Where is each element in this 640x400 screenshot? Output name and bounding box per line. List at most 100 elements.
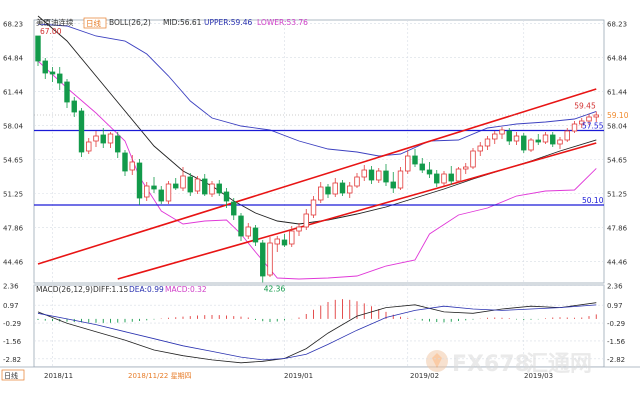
- candle-body: [202, 178, 208, 195]
- candle: [535, 134, 541, 145]
- footer-period-label: 日线: [4, 371, 18, 380]
- candle: [115, 132, 121, 158]
- candle: [129, 155, 135, 175]
- candle-body: [209, 183, 215, 195]
- candle-body: [173, 183, 179, 189]
- candle: [339, 180, 346, 196]
- macd-tick-label-left: 0.97: [3, 302, 19, 310]
- candle-body: [499, 129, 505, 135]
- candle: [593, 111, 599, 122]
- macd-tick-label-left: 2.36: [3, 283, 19, 291]
- candle-body: [281, 239, 288, 246]
- candle-body: [528, 139, 534, 151]
- candle: [528, 138, 534, 152]
- candle: [158, 186, 164, 204]
- macd-tick-label-right: -1.56: [607, 338, 626, 346]
- candle: [550, 132, 556, 147]
- candle: [281, 234, 288, 247]
- candle-body: [361, 169, 367, 178]
- candle: [252, 225, 259, 246]
- period-badge[interactable]: [83, 17, 107, 29]
- candle-body: [579, 120, 585, 125]
- candle: [383, 164, 389, 186]
- candle-body: [151, 185, 157, 190]
- candle-body: [347, 185, 353, 194]
- instrument-name: 美原油连续: [36, 17, 74, 27]
- candle: [484, 136, 491, 150]
- macd-indicator-label: MACD(26,12,9): [36, 285, 93, 294]
- candle: [86, 138, 92, 154]
- candle: [521, 133, 527, 153]
- channel-upper-line: [37, 88, 597, 265]
- candle-body: [303, 213, 309, 228]
- candle: [579, 118, 585, 128]
- candle-body: [100, 134, 106, 144]
- candle-body: [448, 173, 454, 182]
- candle: [144, 182, 150, 201]
- date-label: 2019/02: [410, 372, 439, 380]
- candle: [223, 188, 230, 208]
- price-tick-label-right: 64.84: [607, 55, 628, 63]
- price-header: 美原油连续 日线 BOLL(26,2) MID:56.61 UPPER:59.4…: [36, 17, 308, 29]
- candle: [586, 114, 592, 125]
- candle-body: [557, 139, 563, 145]
- candle-body: [455, 168, 462, 182]
- candle-body: [383, 170, 389, 183]
- candle-body: [542, 134, 549, 143]
- boll-mid-value: MID:56.61: [163, 18, 202, 27]
- footer-period-badge[interactable]: [1, 369, 25, 381]
- price-tick-label-right: 54.65: [607, 157, 627, 165]
- candle-body: [238, 215, 244, 237]
- candle: [274, 236, 280, 252]
- candle-body: [93, 135, 99, 142]
- watermark-brand: FX678: [452, 352, 530, 377]
- candle-body: [115, 135, 121, 153]
- candle-body: [332, 182, 338, 195]
- date-label: 2018/11: [44, 372, 73, 380]
- candle-body: [144, 185, 150, 198]
- candle-body: [318, 186, 324, 201]
- candle: [78, 108, 85, 157]
- candle: [376, 168, 382, 183]
- candle-body: [535, 139, 541, 143]
- candle: [441, 171, 447, 186]
- candle: [49, 67, 56, 82]
- candle: [412, 149, 418, 167]
- candle: [492, 131, 498, 144]
- cursor-date-label: 2018/11/22 星期四: [128, 372, 192, 380]
- candle: [463, 163, 469, 174]
- candle: [202, 174, 208, 196]
- date-axis: 日线 2018/11 2018/11/22 星期四 2019/01 2019/0…: [1, 369, 553, 381]
- candle-body: [252, 227, 259, 243]
- candle: [238, 213, 244, 241]
- candle: [354, 173, 360, 188]
- candle: [390, 172, 396, 193]
- channel-lower-line: [117, 142, 597, 280]
- macd-tick-label-right: -2.82: [607, 356, 625, 364]
- candle: [325, 184, 331, 198]
- candle: [173, 178, 179, 190]
- candle-body: [368, 169, 375, 181]
- candle-body: [42, 60, 48, 74]
- candle: [260, 240, 266, 283]
- candle: [100, 128, 106, 148]
- candle: [542, 132, 549, 144]
- price-tick-label-right: 44.46: [607, 258, 628, 266]
- price-tick-label-left: 64.84: [3, 55, 24, 63]
- candle: [303, 209, 309, 230]
- candle-body: [521, 135, 527, 151]
- price-tick-label-left: 47.86: [3, 224, 24, 232]
- date-label: 2019/01: [284, 372, 313, 380]
- support-label-lower: 50.10: [582, 196, 604, 205]
- candle: [245, 223, 251, 239]
- candle: [267, 237, 273, 277]
- candle: [289, 226, 295, 247]
- last-price-tag: 59.10: [607, 111, 629, 120]
- candle-body: [231, 201, 237, 216]
- candle-body: [57, 73, 63, 84]
- candle: [42, 58, 48, 79]
- candle: [332, 178, 338, 197]
- candle-body: [71, 100, 77, 113]
- candle-body: [434, 173, 440, 184]
